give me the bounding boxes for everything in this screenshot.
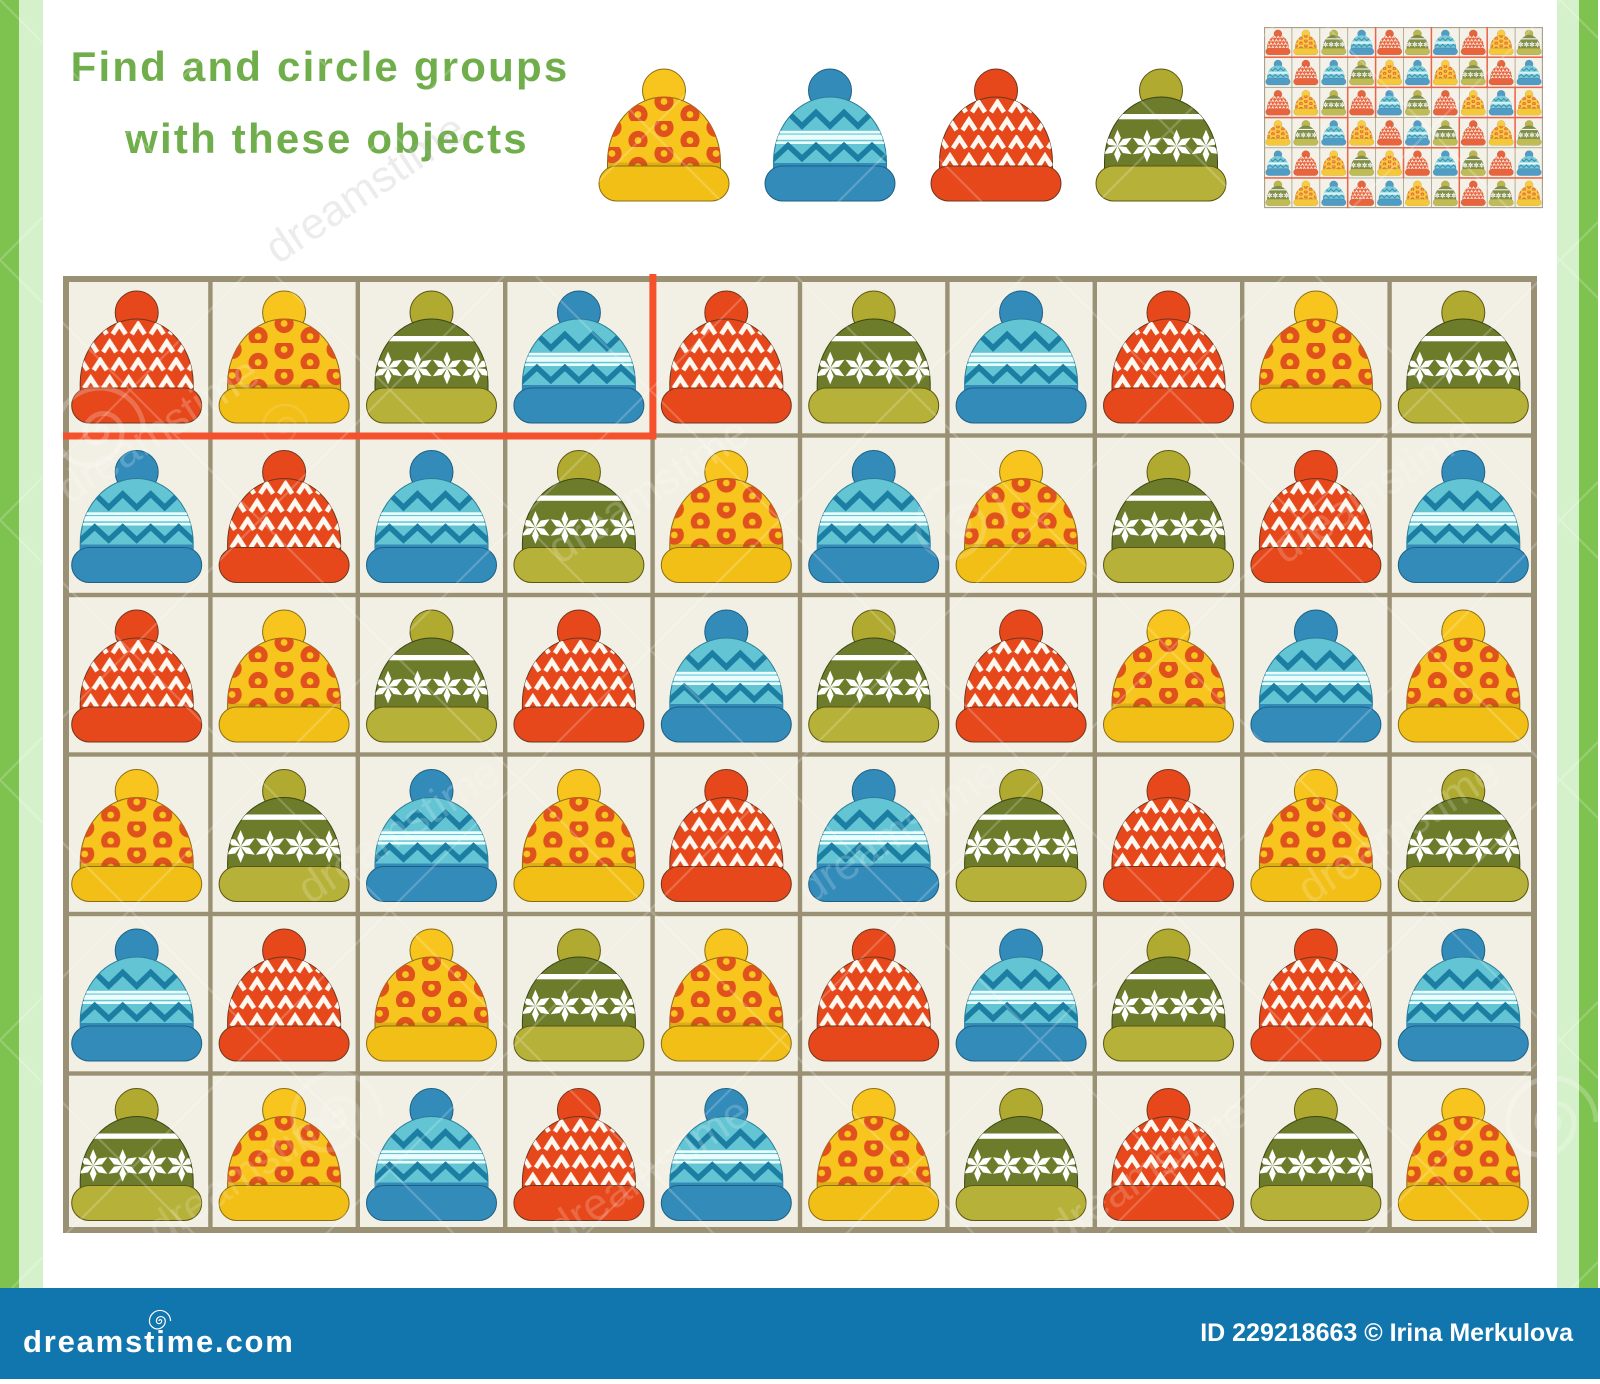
svg-text:ID 229218663 © Irina Merkulova: ID 229218663 © Irina Merkulova (1200, 1319, 1574, 1347)
svg-text:dreamstime.com: dreamstime.com (23, 1324, 295, 1359)
